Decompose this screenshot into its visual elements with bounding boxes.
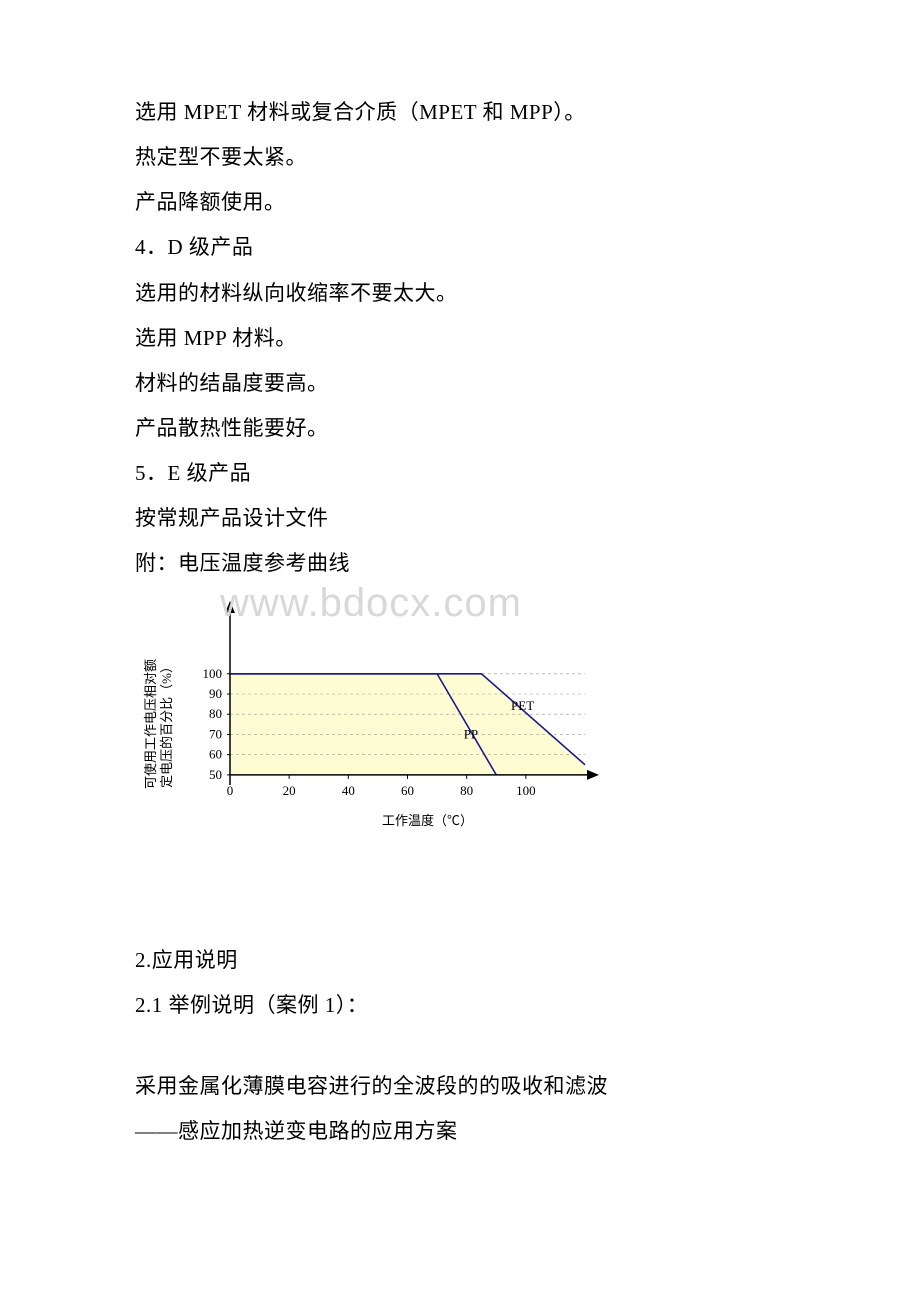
voltage-temperature-chart: www.bdocx.com PETPP506070809010002040608… <box>135 593 800 838</box>
text-line: 产品散热性能要好。 <box>135 406 800 451</box>
svg-text:0: 0 <box>227 782 234 797</box>
text-line: ——感应加热逆变电路的应用方案 <box>135 1109 800 1154</box>
body-text-footer: 采用金属化薄膜电容进行的全波段的的吸收和滤波 ——感应加热逆变电路的应用方案 <box>135 1064 800 1154</box>
text-line: 材料的结晶度要高。 <box>135 361 800 406</box>
svg-text:工作温度（℃）: 工作温度（℃） <box>382 813 473 828</box>
text-line: 按常规产品设计文件 <box>135 496 800 541</box>
text-line: 选用的材料纵向收缩率不要太大。 <box>135 271 800 316</box>
body-text-bottom: 2.应用说明 2.1 举例说明（案例 1）： <box>135 938 800 1028</box>
svg-text:100: 100 <box>203 665 223 680</box>
svg-text:40: 40 <box>342 782 355 797</box>
document-page: 选用 MPET 材料或复合介质（MPET 和 MPP）。 热定型不要太紧。 产品… <box>0 0 920 1214</box>
text-line: 选用 MPP 材料。 <box>135 316 800 361</box>
chart-svg: PET PP 50 60 70 80 90 100 0 20 40 60 80 100 工作温度（℃） 可使用… <box>135 593 615 833</box>
text-line: 5．E 级产品 <box>135 451 800 496</box>
svg-text:100: 100 <box>516 782 536 797</box>
svg-text:可使用工作电压相对额: 可使用工作电压相对额 <box>143 659 158 789</box>
svg-text:60: 60 <box>401 782 414 797</box>
svg-text:20: 20 <box>283 782 296 797</box>
svg-text:90: 90 <box>209 686 222 701</box>
text-line: 4．D 级产品 <box>135 225 800 270</box>
text-line: 2.应用说明 <box>135 938 800 983</box>
body-text-top: 选用 MPET 材料或复合介质（MPET 和 MPP）。 热定型不要太紧。 产品… <box>135 90 800 587</box>
svg-text:80: 80 <box>209 706 222 721</box>
svg-text:PP: PP <box>464 726 478 741</box>
svg-text:50: 50 <box>209 766 222 781</box>
text-line: 热定型不要太紧。 <box>135 135 800 180</box>
text-line: 附：电压温度参考曲线 <box>135 541 800 586</box>
text-line: 2.1 举例说明（案例 1）： <box>135 983 800 1028</box>
svg-text:PET: PET <box>511 698 534 713</box>
spacer <box>135 1028 800 1064</box>
svg-text:70: 70 <box>209 726 222 741</box>
svg-text:60: 60 <box>209 746 222 761</box>
text-line: 选用 MPET 材料或复合介质（MPET 和 MPP）。 <box>135 90 800 135</box>
text-line: 采用金属化薄膜电容进行的全波段的的吸收和滤波 <box>135 1064 800 1109</box>
text-line: 产品降额使用。 <box>135 180 800 225</box>
spacer <box>135 838 800 938</box>
svg-text:80: 80 <box>460 782 473 797</box>
svg-text:定电压的百分比（%）: 定电压的百分比（%） <box>159 660 174 788</box>
